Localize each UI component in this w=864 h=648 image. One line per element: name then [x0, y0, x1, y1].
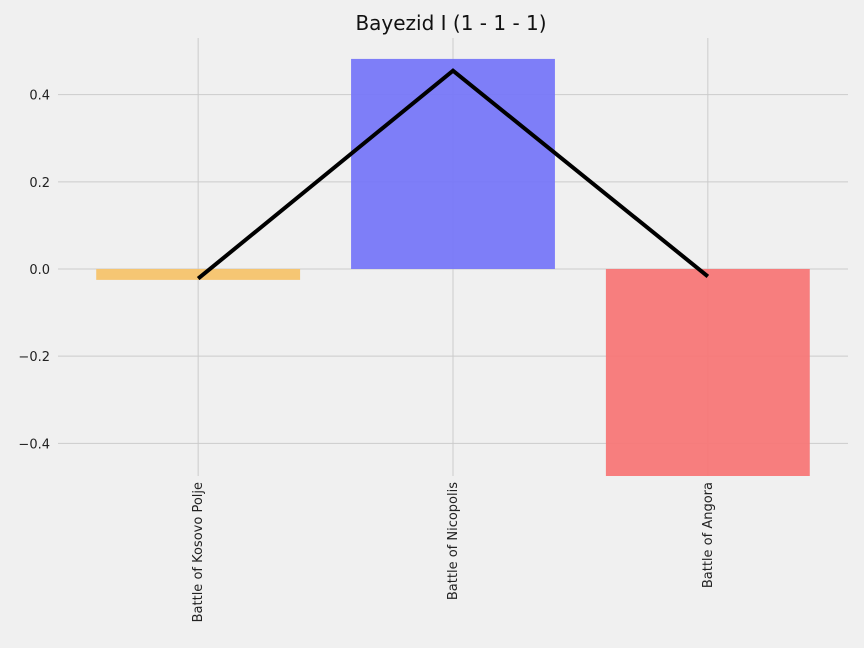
y-tick-label: 0.4 [29, 89, 50, 104]
bar [96, 268, 301, 280]
bars [96, 58, 810, 476]
y-axis-ticks: −0.4 −0.2 0.0 0.2 0.4 [18, 89, 50, 453]
chart-title: Bayezid I (1 - 1 - 1) [355, 11, 546, 35]
x-axis-ticks: Battle of Kosovo Polje Battle of Nicopoli… [191, 482, 716, 623]
line-series [196, 68, 710, 281]
bar [351, 58, 555, 269]
x-tick-label: Battle of Kosovo Polje [191, 482, 206, 622]
y-tick-label: −0.2 [18, 350, 50, 365]
x-tick-label: Battle of Nicopolis [446, 482, 461, 600]
y-tick-label: −0.4 [18, 437, 50, 452]
y-tick-label: 0.0 [29, 263, 50, 278]
y-tick-label: 0.2 [29, 176, 50, 191]
bar [605, 268, 810, 476]
line-path [196, 68, 710, 281]
x-tick-label: Battle of Angora [701, 482, 716, 588]
